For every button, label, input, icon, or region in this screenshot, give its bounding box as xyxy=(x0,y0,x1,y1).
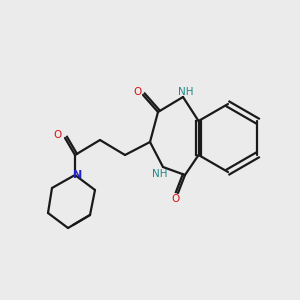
Text: O: O xyxy=(171,194,179,204)
Text: O: O xyxy=(134,87,142,97)
Text: NH: NH xyxy=(178,87,194,97)
Text: O: O xyxy=(53,130,61,140)
Text: NH: NH xyxy=(152,169,168,179)
Text: N: N xyxy=(74,170,82,180)
